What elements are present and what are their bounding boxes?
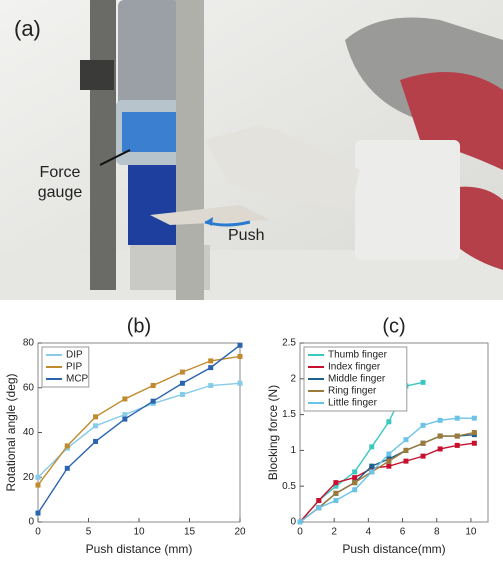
marker	[93, 414, 98, 419]
marker	[472, 416, 477, 421]
marker	[352, 480, 357, 485]
x-tick-label: 0	[297, 527, 303, 538]
marker	[386, 459, 391, 464]
legend-label: Little finger	[328, 398, 378, 409]
marker	[180, 392, 185, 397]
marker	[438, 434, 443, 439]
marker	[472, 430, 477, 435]
marker	[403, 448, 408, 453]
x-axis-label: Push distance (mm)	[86, 542, 193, 556]
marker	[403, 459, 408, 464]
x-tick-label: 2	[331, 527, 337, 538]
y-tick-label: 80	[23, 338, 35, 349]
marker	[180, 370, 185, 375]
marker	[352, 469, 357, 474]
marker	[208, 358, 213, 363]
marker	[333, 480, 338, 485]
marker	[403, 437, 408, 442]
legend-label: MCP	[66, 374, 89, 385]
x-tick-label: 10	[133, 527, 145, 538]
legend-label: Index finger	[328, 362, 381, 373]
marker	[36, 511, 41, 516]
y-tick-label: 1	[290, 445, 296, 456]
marker	[352, 487, 357, 492]
marker	[455, 416, 460, 421]
marker	[421, 454, 426, 459]
marker	[208, 383, 213, 388]
chart-title: (c)	[382, 315, 405, 337]
panel-label: (a)	[14, 16, 41, 41]
marker	[386, 419, 391, 424]
marker	[180, 381, 185, 386]
marker	[36, 475, 41, 480]
y-tick-label: 1.5	[282, 409, 296, 420]
marker	[93, 423, 98, 428]
legend-label: PIP	[66, 362, 82, 373]
marker	[421, 380, 426, 385]
marker	[316, 505, 321, 510]
marker	[122, 396, 127, 401]
marker	[421, 441, 426, 446]
marker	[93, 439, 98, 444]
y-tick-label: 0.5	[282, 481, 296, 492]
y-tick-label: 2	[290, 373, 296, 384]
y-tick-label: 60	[23, 382, 35, 393]
y-tick-label: 0	[290, 517, 296, 528]
annotation: Force	[40, 164, 81, 181]
annotation: Push	[228, 227, 264, 244]
marker	[369, 444, 374, 449]
x-tick-label: 4	[366, 527, 372, 538]
marker	[438, 418, 443, 423]
marker	[455, 443, 460, 448]
marker	[122, 412, 127, 417]
marker	[333, 498, 338, 503]
marker	[472, 441, 477, 446]
x-tick-label: 20	[234, 527, 246, 538]
y-tick-label: 20	[23, 472, 35, 483]
marker	[238, 354, 243, 359]
marker	[208, 365, 213, 370]
y-axis-label: Blocking force (N)	[266, 385, 280, 480]
x-tick-label: 8	[434, 527, 440, 538]
marker	[316, 498, 321, 503]
x-tick-label: 0	[35, 527, 41, 538]
marker	[151, 383, 156, 388]
marker	[151, 399, 156, 404]
legend-label: Thumb finger	[328, 350, 388, 361]
legend-label: Ring finger	[328, 386, 377, 397]
marker	[386, 464, 391, 469]
marker	[369, 464, 374, 469]
y-tick-label: 2.5	[282, 338, 296, 349]
marker	[438, 446, 443, 451]
y-tick-label: 0	[28, 517, 34, 528]
legend-label: DIP	[66, 350, 83, 361]
marker	[36, 483, 41, 488]
x-tick-label: 10	[465, 527, 477, 538]
marker	[65, 466, 70, 471]
marker	[369, 469, 374, 474]
x-axis-label: Push distance(mm)	[342, 542, 445, 556]
marker	[238, 381, 243, 386]
marker	[455, 434, 460, 439]
legend-label: Middle finger	[328, 374, 386, 385]
marker	[122, 417, 127, 422]
x-tick-label: 5	[86, 527, 92, 538]
marker	[298, 520, 303, 525]
marker	[386, 451, 391, 456]
x-tick-label: 6	[400, 527, 406, 538]
marker	[65, 443, 70, 448]
x-tick-label: 15	[184, 527, 196, 538]
y-axis-label: Rotational angle (deg)	[4, 373, 18, 491]
y-tick-label: 40	[23, 427, 35, 438]
figure: (a) Force gauge Push 02040608005101520(b…	[0, 0, 503, 566]
marker	[238, 343, 243, 348]
marker	[352, 475, 357, 480]
marker	[421, 423, 426, 428]
photo: (a) Force gauge Push	[0, 0, 503, 300]
marker	[333, 491, 338, 496]
annotation: gauge	[38, 184, 83, 201]
chart-title: (b)	[127, 315, 151, 337]
